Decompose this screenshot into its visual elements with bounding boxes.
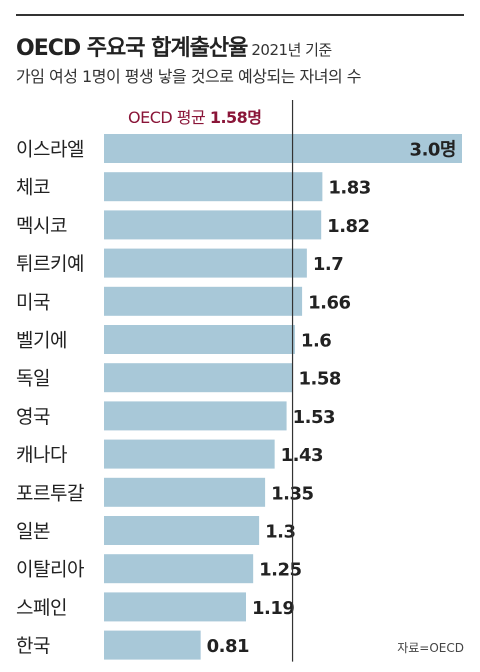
- value-label: 1.53: [293, 407, 335, 428]
- bar: [104, 439, 275, 469]
- value-label: 1.43: [281, 445, 323, 466]
- bar: [104, 172, 323, 202]
- bar: [104, 134, 462, 163]
- category-label: 영국: [16, 406, 50, 428]
- chart-subtitle: 가임 여성 1명이 평생 낳을 것으로 예상되는 자녀의 수: [16, 67, 362, 86]
- bar: [104, 210, 322, 240]
- value-label: 0.81: [207, 636, 249, 657]
- value-label: 1.19: [252, 598, 294, 619]
- bar: [104, 363, 293, 393]
- category-label: 포르투갈: [16, 482, 84, 504]
- value-label: 1.25: [259, 560, 301, 581]
- average-label-prefix: OECD 평균: [128, 108, 206, 127]
- category-label: 이스라엘: [16, 139, 84, 161]
- value-label: 1.3: [265, 522, 295, 543]
- bar: [104, 516, 260, 545]
- value-label: 1.66: [308, 292, 350, 313]
- category-label: 독일: [16, 368, 50, 390]
- category-label: 미국: [16, 291, 50, 313]
- value-label: 1.7: [313, 254, 343, 275]
- category-label: 벨기에: [16, 330, 67, 352]
- title-text: OECD 주요국 합계출산율: [16, 36, 248, 61]
- bar: [104, 286, 303, 316]
- value-label: 1.83: [328, 178, 370, 199]
- source-note: 자료=OECD: [397, 641, 464, 655]
- title-note: 2021년 기준: [251, 41, 332, 59]
- category-label: 체코: [16, 177, 50, 199]
- category-label: 일본: [16, 521, 50, 543]
- average-label: OECD 평균 1.58명: [128, 104, 262, 128]
- bar: [104, 554, 254, 584]
- bar: [104, 325, 295, 354]
- average-label-value: 1.58명: [209, 108, 262, 127]
- category-label: 한국: [16, 635, 50, 657]
- category-label: 캐나다: [16, 444, 67, 466]
- category-label: 튀르키예: [16, 253, 84, 275]
- category-label: 이탈리아: [16, 559, 84, 581]
- value-label: 1.6: [301, 331, 331, 352]
- value-label: 1.82: [327, 216, 369, 237]
- bar: [104, 401, 287, 431]
- chart-title: OECD 주요국 합계출산율 2021년 기준: [16, 30, 332, 62]
- value-label: 1.58: [299, 369, 341, 390]
- bar: [104, 630, 201, 660]
- category-label: 멕시코: [16, 215, 67, 237]
- bar: [104, 592, 247, 622]
- bar: [104, 248, 307, 278]
- bar: [104, 477, 266, 507]
- category-label: 스페인: [16, 597, 67, 619]
- value-label: 3.0명: [410, 140, 456, 161]
- top-rule: [16, 14, 464, 16]
